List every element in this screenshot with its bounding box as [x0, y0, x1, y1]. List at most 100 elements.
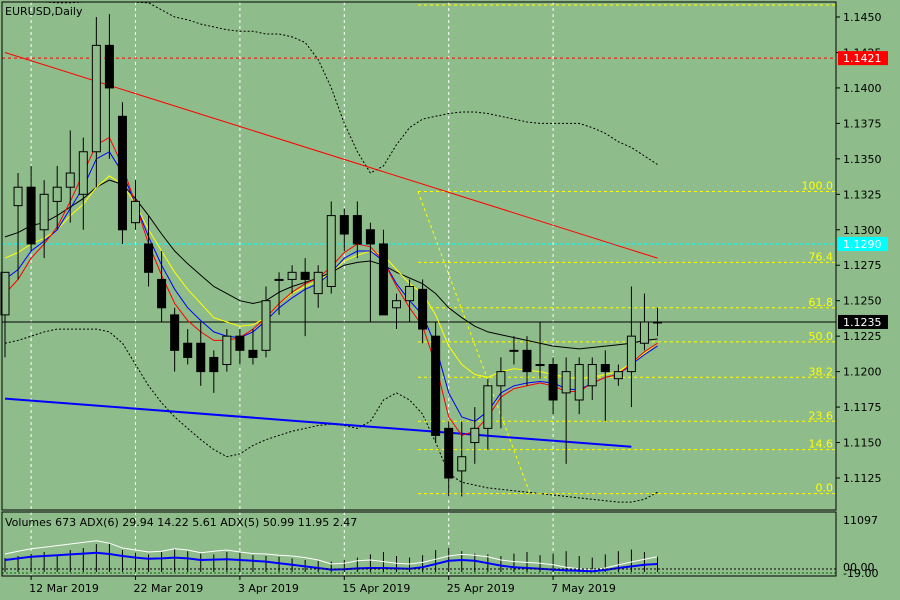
price-tick-label: 1.1250: [843, 295, 882, 308]
candle-body[interactable]: [144, 243, 154, 273]
price-tick-label: 1.1300: [843, 224, 882, 237]
candle-body[interactable]: [496, 371, 506, 387]
cyan-level-tag-label: 1.1290: [843, 238, 882, 251]
candle-body[interactable]: [522, 349, 532, 373]
price-panel-frame: [1, 1, 837, 511]
candle-body[interactable]: [39, 193, 49, 231]
current-price-tag-box: [838, 314, 888, 329]
candle-body[interactable]: [209, 356, 219, 373]
fib-level-label: 14.6: [809, 438, 834, 451]
time-tick-label: 25 Apr 2019: [447, 582, 515, 595]
candle-body[interactable]: [561, 371, 571, 394]
current-price-tag-label: 1.1235: [843, 316, 882, 329]
fib-level-label: 100.0: [802, 179, 834, 192]
price-tick-label: 1.1225: [843, 330, 882, 343]
candle-body[interactable]: [274, 278, 284, 281]
fib-level-label: 38.2: [809, 365, 834, 378]
candle-body[interactable]: [626, 335, 636, 373]
candle-body[interactable]: [104, 44, 114, 89]
time-tick-label: 15 Apr 2019: [342, 582, 410, 595]
cyan-level-tag-box: [838, 236, 888, 251]
candle-body[interactable]: [326, 215, 336, 288]
adx-blue-line: [4, 551, 658, 573]
candle-body[interactable]: [431, 335, 441, 436]
candle-body[interactable]: [352, 215, 362, 245]
candle-body[interactable]: [365, 229, 375, 245]
price-tick-label: 1.1125: [843, 472, 882, 485]
price-tick-label: 1.1175: [843, 401, 882, 414]
candle-body[interactable]: [405, 286, 415, 302]
candle-body[interactable]: [52, 186, 62, 202]
fib-level-label: 23.6: [809, 409, 834, 422]
candle-body[interactable]: [131, 200, 140, 224]
bollinger-lower-line: [4, 328, 658, 503]
candle-body[interactable]: [587, 364, 597, 387]
candle-body[interactable]: [248, 349, 258, 358]
candlesticks[interactable]: [0, 14, 662, 497]
candle-body[interactable]: [509, 349, 519, 352]
candle-body[interactable]: [261, 300, 271, 351]
candle-body[interactable]: [470, 427, 480, 444]
candle-body[interactable]: [183, 342, 193, 358]
candle-body[interactable]: [300, 271, 310, 280]
candle-body[interactable]: [235, 335, 245, 351]
price-tick-label: 1.1150: [843, 437, 882, 450]
indicator-panel-frame: [1, 511, 837, 577]
adx-white-line: [4, 540, 658, 571]
candle-body[interactable]: [339, 215, 349, 235]
candle-body[interactable]: [26, 186, 36, 245]
candle-body[interactable]: [78, 151, 88, 195]
candle-body[interactable]: [457, 456, 467, 472]
candle-body[interactable]: [535, 364, 545, 367]
candle-body[interactable]: [91, 44, 101, 153]
candle-body[interactable]: [600, 364, 610, 373]
price-tick-label: 1.1400: [843, 82, 882, 95]
price-tick-label: 1.1275: [843, 259, 882, 272]
candle-body[interactable]: [170, 314, 180, 351]
time-tick-label: 3 Apr 2019: [238, 582, 299, 595]
fib-level-label: 76.4: [809, 250, 834, 263]
candle-body[interactable]: [444, 427, 454, 479]
time-axis: 12 Mar 2019 22 Mar 2019 3 Apr 2019 15 Apr 2…: [29, 576, 616, 595]
trendline: [4, 397, 632, 448]
candle-body[interactable]: [483, 385, 493, 429]
fib-level-label: 50.0: [809, 330, 834, 343]
fib-level-label: 61.8: [809, 296, 834, 309]
candle-body[interactable]: [378, 243, 388, 316]
candle-body[interactable]: [574, 364, 584, 401]
candle-body[interactable]: [287, 271, 297, 280]
price-tick-label: 1.1200: [843, 366, 882, 379]
time-tick-label: 12 Mar 2019: [29, 582, 99, 595]
candle-body[interactable]: [548, 364, 558, 401]
red-level-tag-label: 1.1421: [843, 52, 882, 65]
time-tick-label: 22 Mar 2019: [134, 582, 204, 595]
candle-body[interactable]: [222, 335, 232, 366]
candle-body[interactable]: [418, 288, 428, 330]
candle-body[interactable]: [613, 371, 623, 380]
candle-body[interactable]: [392, 300, 401, 309]
price-tick-label: 1.1350: [843, 153, 882, 166]
indicator-axis-top: 11097: [843, 514, 878, 527]
fib-level-label: 0.0: [816, 482, 834, 495]
candle-body[interactable]: [653, 321, 662, 324]
candle-body[interactable]: [65, 172, 75, 188]
red-level-tag-box: [838, 51, 888, 66]
fibonacci-levels: 100.0 76.4 61.8 50.0 38.2 23.6 14.6 0.0: [417, 4, 836, 495]
price-tick-label: 1.1325: [843, 188, 882, 201]
time-tick-label: 7 May 2019: [551, 582, 616, 595]
candle-body[interactable]: [157, 278, 167, 309]
candle-body[interactable]: [117, 115, 127, 231]
indicator-panel: [2, 540, 836, 574]
candle-body[interactable]: [639, 321, 649, 344]
symbol-label: EURUSD,Daily: [5, 5, 83, 18]
price-tags: 1.1421 1.1290 1.1235: [838, 51, 888, 329]
candle-body[interactable]: [196, 342, 206, 373]
indicator-header: Volumes 673 ADX(6) 29.94 14.22 5.61 ADX(…: [5, 516, 357, 529]
indicator-axis-min: -19.00: [843, 567, 878, 580]
candle-body[interactable]: [313, 271, 323, 295]
indicator-axis-zero: 00.00: [843, 561, 875, 574]
candle-body[interactable]: [0, 271, 10, 316]
candle-body[interactable]: [13, 186, 23, 207]
